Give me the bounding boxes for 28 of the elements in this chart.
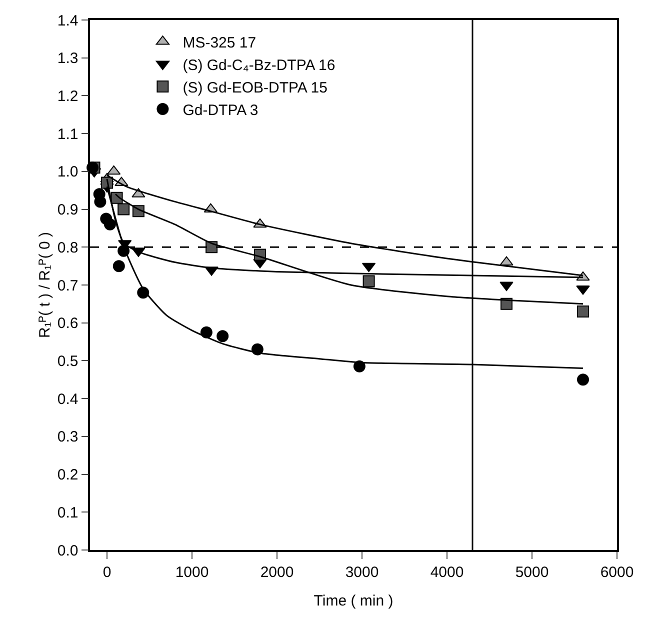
x-tick-label: 4000	[430, 564, 464, 581]
y-tick-label: 0.1	[57, 504, 78, 522]
y-tick-label: 1.4	[57, 12, 78, 30]
y-tick-label: 0.7	[57, 277, 78, 294]
y-tick-label: 1.3	[57, 50, 78, 68]
y-tick-label: 0.3	[57, 428, 78, 446]
x-tick-label: 2000	[260, 564, 294, 581]
x-tick-label: 5000	[515, 564, 549, 581]
x-axis-title: Time ( min )	[314, 592, 394, 610]
y-tick-label: 0.9	[57, 202, 78, 219]
y-tick-label: 0.6	[57, 315, 78, 332]
legend-label: MS-325 17	[182, 34, 256, 52]
y-tick-label: 0.2	[57, 466, 78, 484]
legend-label: (S) Gd-C₄-Bz-DTPA 16	[182, 56, 336, 74]
y-tick-label: 0.5	[57, 352, 78, 370]
y-tick-label: 1.2	[57, 88, 78, 105]
x-tick-label: 0	[102, 564, 112, 581]
x-tick-label: 3000	[345, 564, 379, 581]
y-tick-label: 0.4	[57, 390, 78, 408]
legend-label: Gd-DTPA 3	[182, 102, 258, 119]
y-axis-title: R₁ᴾ( t ) / R₁ᴾ( 0 )	[36, 232, 54, 338]
y-tick-label: 0.8	[57, 239, 78, 256]
x-tick-label: 6000	[600, 564, 634, 581]
y-tick-label: 1.1	[57, 126, 78, 143]
x-tick-label: 1000	[175, 564, 209, 581]
y-tick-label: 0.0	[57, 542, 78, 560]
y-tick-label: 1.0	[57, 164, 78, 181]
legend-label: (S) Gd-EOB-DTPA 15	[182, 79, 328, 96]
